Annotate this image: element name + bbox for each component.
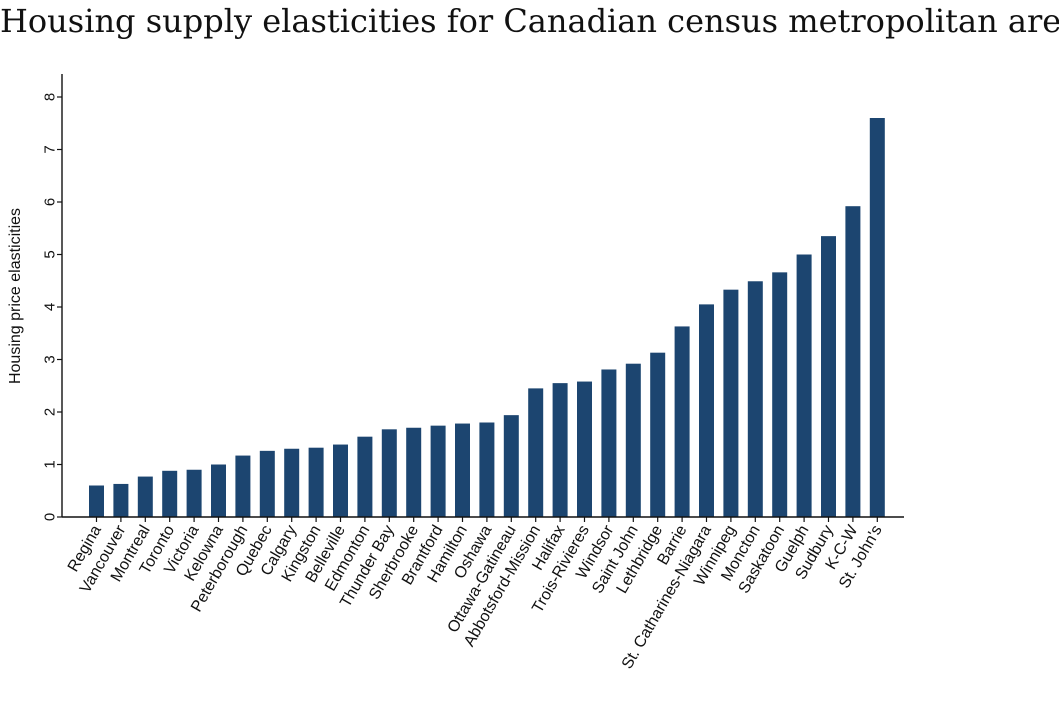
bar-kingston (308, 447, 324, 517)
bar-brantford (430, 425, 446, 517)
bar-k-c-w (845, 206, 861, 517)
bar-calgary (284, 448, 300, 517)
bar-thunder-bay (381, 429, 397, 517)
bar-sherbrooke (406, 427, 422, 517)
bar-moncton (747, 281, 763, 517)
bar-st-john-s (869, 118, 885, 517)
bar-quebec (259, 450, 275, 517)
y-axis-title: Housing price elasticities (7, 208, 24, 384)
bar-lethbridge (650, 352, 666, 517)
bar-edmonton (357, 436, 373, 517)
bars-group (89, 118, 885, 518)
bar-winnipeg (723, 289, 739, 517)
bar-trois-rivieres (577, 381, 592, 517)
bar-oshawa (479, 422, 495, 517)
bar-regina (89, 485, 104, 517)
bar-guelph (796, 254, 812, 517)
bar-saint-john (625, 363, 641, 517)
y-tick-label: 0 (41, 513, 58, 521)
y-tick-label: 5 (41, 250, 58, 258)
x-labels-group: ReginaVancouverMontrealTorontoVictoriaKe… (65, 517, 886, 672)
bar-abbotsford-mission (528, 388, 544, 518)
bar-halifax (552, 383, 568, 518)
y-tick-label: 2 (41, 408, 58, 416)
y-tick-label: 1 (41, 460, 58, 468)
bar-toronto (162, 470, 178, 517)
bar-vancouver (113, 483, 129, 517)
y-ticks-group: 0 1 2 3 4 5 6 7 8 (41, 93, 62, 521)
bar-kelowna (211, 464, 226, 517)
bar-hamilton (455, 423, 470, 517)
bar-ottawa-gatineau (503, 415, 519, 517)
y-tick-label: 4 (41, 303, 58, 311)
bar-st-catharines-niagara (699, 304, 714, 518)
bar-victoria (186, 469, 202, 517)
y-tick-label: 8 (41, 93, 58, 101)
bar-peterborough (235, 455, 251, 517)
bar-belleville (333, 444, 348, 517)
chart-title: Housing supply elasticities for Canadian… (0, 2, 1059, 40)
y-tick-label: 3 (41, 355, 58, 363)
bar-sudbury (821, 236, 836, 518)
y-tick-label: 7 (41, 145, 58, 153)
bar-saskatoon (772, 272, 788, 517)
y-tick-label: 6 (41, 198, 58, 206)
bar-barrie (674, 326, 690, 517)
bar-montreal (137, 476, 153, 517)
bar-windsor (601, 369, 617, 517)
